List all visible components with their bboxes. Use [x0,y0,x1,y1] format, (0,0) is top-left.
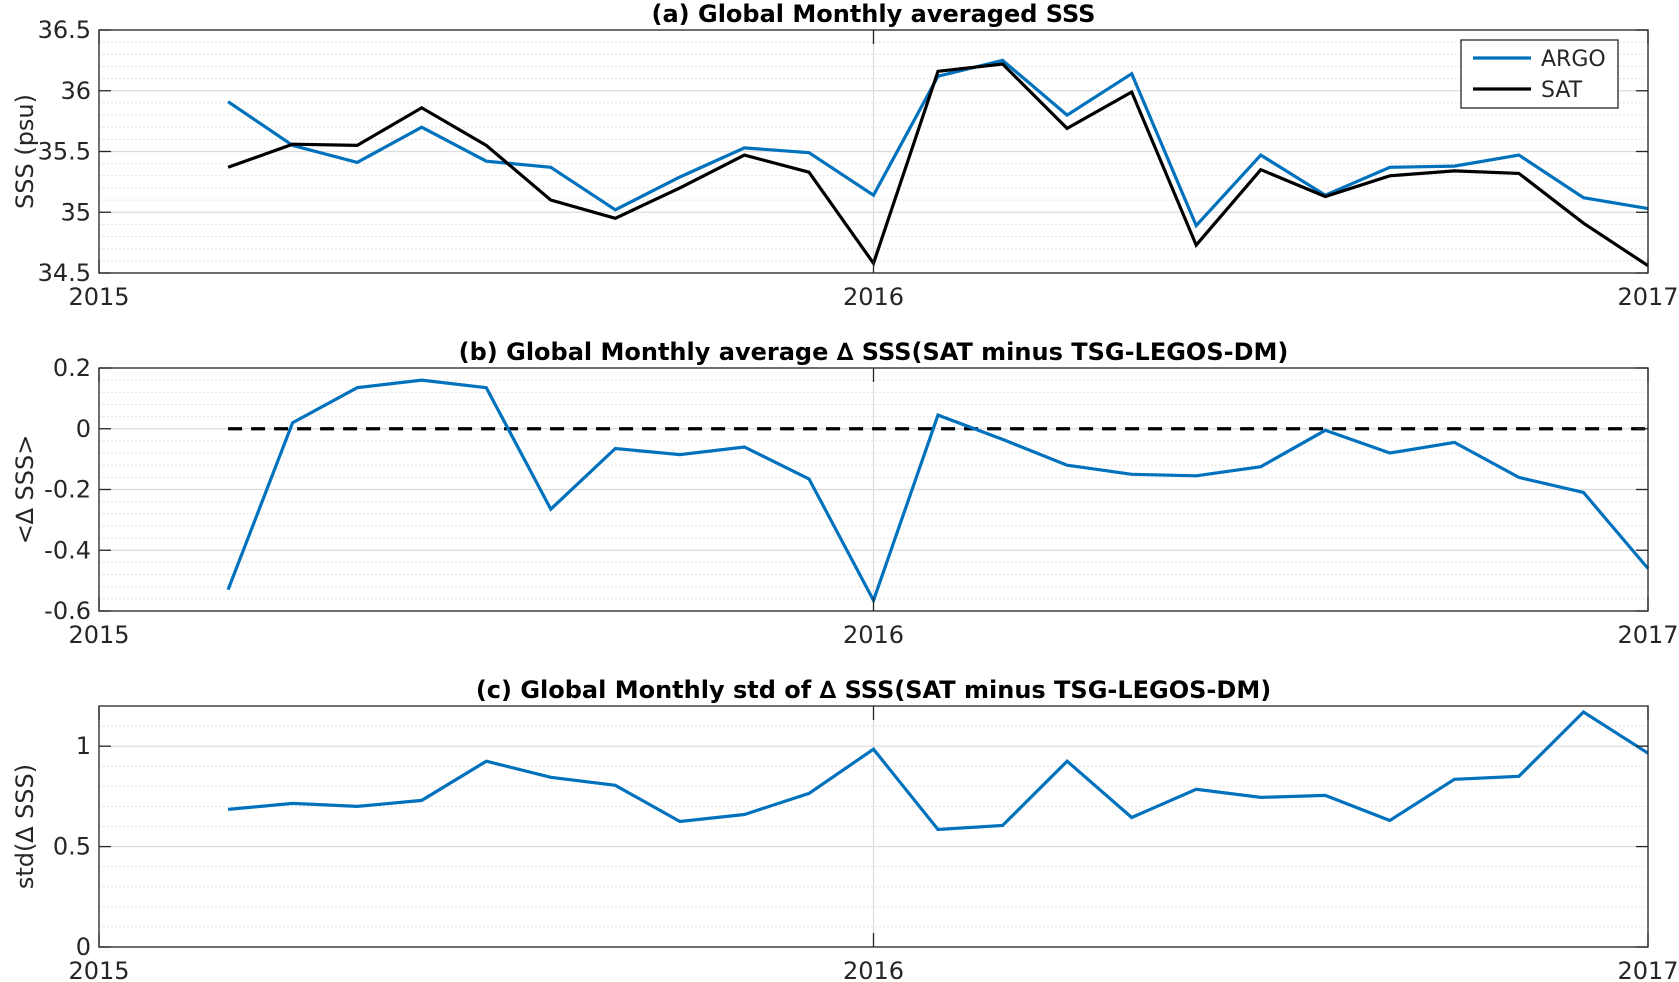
panel-title: (a) Global Monthly averaged SSS [652,0,1096,28]
series-line-sat [227,62,1649,268]
y-tick-label: 0.5 [53,833,91,861]
y-axis-label: std(∆ SSS) [11,764,39,889]
y-tick-label: 0 [76,933,91,961]
y-tick-label: -0.6 [44,597,91,625]
y-tick-label: 0 [76,415,91,443]
x-tick-label: 2015 [68,283,129,311]
x-tick-label: 2016 [843,957,904,982]
y-axis-label: SSS (psu) [11,94,39,209]
y-tick-label: 35 [60,198,91,226]
x-tick-label: 2015 [68,621,129,649]
legend-label-sat: SAT [1541,78,1583,103]
y-axis-label: <∆ SSS> [11,435,39,545]
legend-box [1460,39,1619,109]
legend-label-argo: ARGO [1541,47,1606,72]
y-tick-label: 1 [76,732,91,760]
y-tick-label: 34.5 [38,259,91,287]
y-tick-label: 35.5 [38,138,91,166]
panel-title: (b) Global Monthly average ∆ SSS(SAT min… [459,338,1289,366]
panel-2: -0.6 -0.4 -0.2 0 0.2 2015 2016 2017 (b) Global M… [11,338,1679,649]
y-tick-label: -0.4 [44,536,91,564]
x-tick-label: 2015 [68,957,129,982]
y-tick-label: 36 [60,77,91,105]
x-tick-label: 2016 [843,621,904,649]
x-tick-label: 2016 [843,283,904,311]
panel-3: 0 0.5 1 2015 2016 2017 (c) Global Monthly std … [11,676,1679,982]
panel-title: (c) Global Monthly std of ∆ SSS(SAT minu… [476,676,1271,704]
panel-1: 34.5 35 35.5 36 36.5 2015 2016 2017 (a) Global M… [11,0,1679,311]
series-line-delta [226,378,1650,605]
x-tick-label: 2017 [1617,283,1678,311]
y-tick-label: 36.5 [38,16,91,44]
x-tick-label: 2017 [1617,957,1678,982]
series-line-delta [227,709,1649,832]
y-tick-label: 0.2 [53,354,91,382]
y-tick-label: -0.2 [44,476,91,504]
x-tick-label: 2017 [1617,621,1678,649]
